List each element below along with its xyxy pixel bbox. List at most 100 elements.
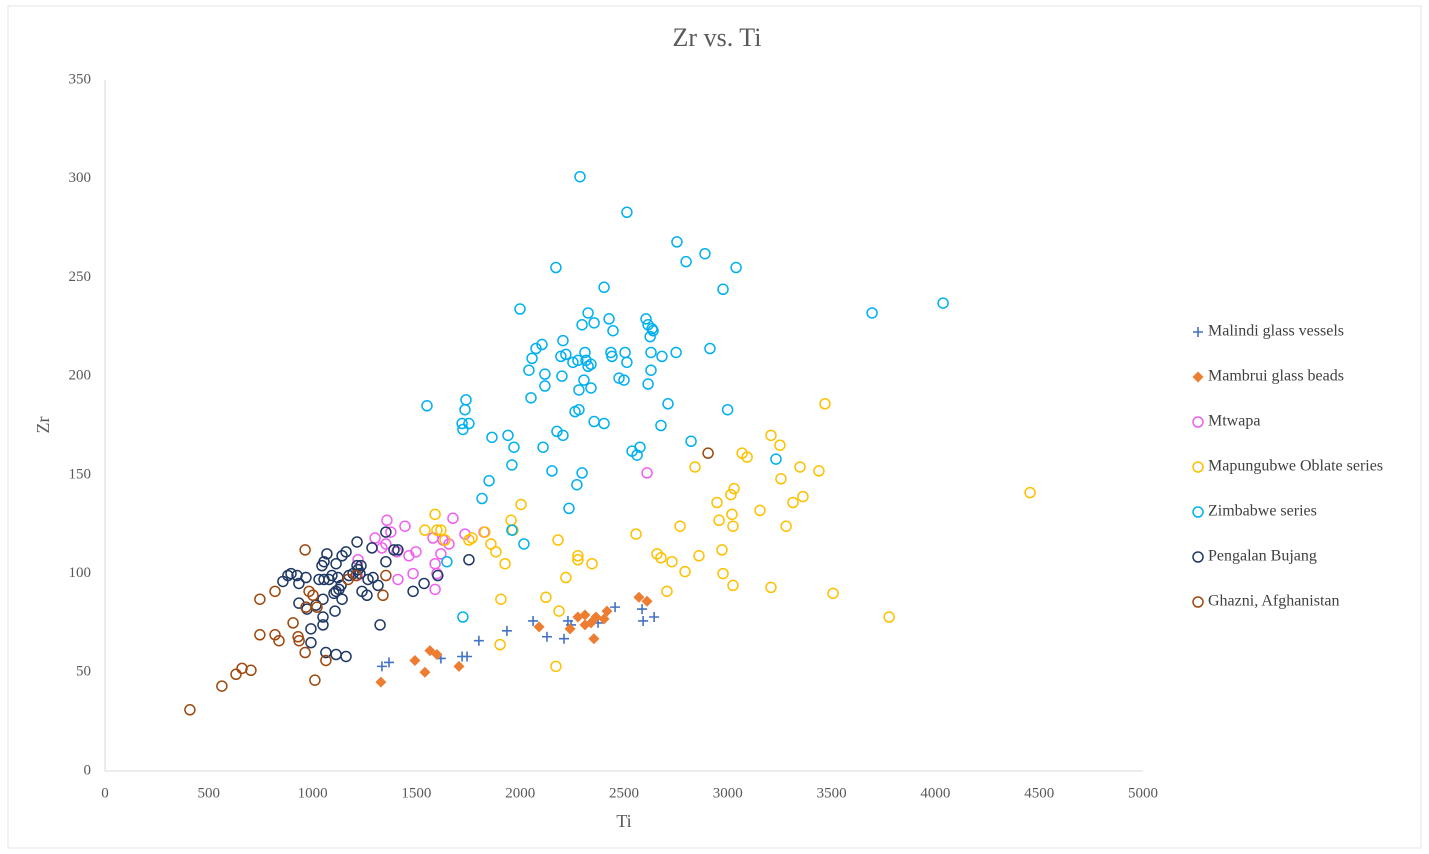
point [380, 555, 392, 568]
point [621, 356, 633, 369]
point [486, 431, 498, 444]
point [685, 435, 697, 448]
point [638, 615, 649, 626]
point [336, 550, 348, 562]
point [453, 660, 465, 672]
x-tick-label: 2000 [505, 785, 535, 801]
point [754, 504, 766, 517]
point [573, 384, 585, 396]
point [569, 405, 581, 418]
point [574, 170, 586, 183]
legend-marker [1192, 461, 1204, 473]
point [515, 498, 527, 511]
point [655, 419, 667, 432]
point [269, 629, 281, 641]
point [285, 567, 297, 580]
point [329, 605, 341, 617]
point [693, 550, 705, 562]
point [495, 593, 507, 605]
point [699, 247, 711, 260]
point [254, 593, 266, 605]
point [392, 573, 404, 586]
legend-marker [1192, 596, 1204, 608]
point [728, 482, 740, 495]
point [457, 423, 469, 436]
y-tick-label: 100 [69, 565, 92, 581]
point [456, 417, 468, 430]
point [305, 623, 317, 635]
point [473, 635, 484, 646]
point [479, 526, 491, 538]
point [674, 520, 686, 532]
point [610, 602, 621, 613]
point [670, 346, 682, 359]
point [560, 571, 572, 584]
legend-marker [1192, 416, 1204, 428]
point [727, 579, 739, 592]
point [431, 649, 443, 661]
point [505, 514, 517, 527]
point [556, 370, 568, 382]
point [318, 555, 330, 568]
point [797, 490, 809, 503]
point [567, 356, 579, 369]
x-tick-label: 5000 [1128, 785, 1158, 801]
point [385, 526, 397, 538]
point [689, 461, 701, 473]
point [564, 623, 576, 635]
point [607, 324, 619, 337]
point [435, 524, 447, 536]
point [388, 544, 400, 556]
point [287, 617, 299, 629]
point [582, 307, 594, 319]
point [717, 567, 729, 580]
point [550, 261, 562, 274]
x-tick-label: 1500 [401, 785, 431, 801]
point [418, 577, 430, 590]
point [330, 557, 342, 570]
legend-label: Zimbabwe series [1208, 503, 1317, 520]
point [523, 364, 535, 376]
point [419, 524, 431, 536]
point [380, 569, 392, 582]
point [254, 629, 266, 641]
point [407, 567, 419, 580]
point [309, 674, 321, 686]
point [641, 595, 653, 607]
point [273, 634, 285, 647]
point [330, 648, 342, 661]
point [579, 346, 591, 359]
point [704, 342, 716, 355]
point [462, 651, 473, 662]
point [726, 508, 738, 521]
point [245, 664, 257, 677]
point [494, 638, 506, 651]
point [725, 488, 737, 501]
x-axis-label: Ti [616, 811, 631, 831]
point [447, 512, 459, 525]
point [813, 465, 825, 477]
point [525, 392, 537, 404]
point [429, 557, 441, 570]
chart-title: Zr vs. Ti [673, 23, 762, 52]
point [539, 368, 551, 380]
point [711, 496, 723, 509]
point [305, 636, 317, 649]
point [590, 611, 602, 623]
point [499, 557, 511, 570]
point [375, 676, 387, 688]
point [598, 281, 610, 294]
point [299, 544, 311, 556]
point [621, 206, 633, 219]
point [552, 534, 564, 546]
point [311, 601, 323, 613]
legend-marker [1192, 506, 1204, 518]
point [320, 654, 332, 667]
point [376, 661, 387, 672]
point [559, 633, 570, 644]
point [557, 334, 569, 347]
y-tick-label: 350 [69, 71, 92, 87]
point [439, 534, 451, 546]
point [603, 313, 615, 325]
